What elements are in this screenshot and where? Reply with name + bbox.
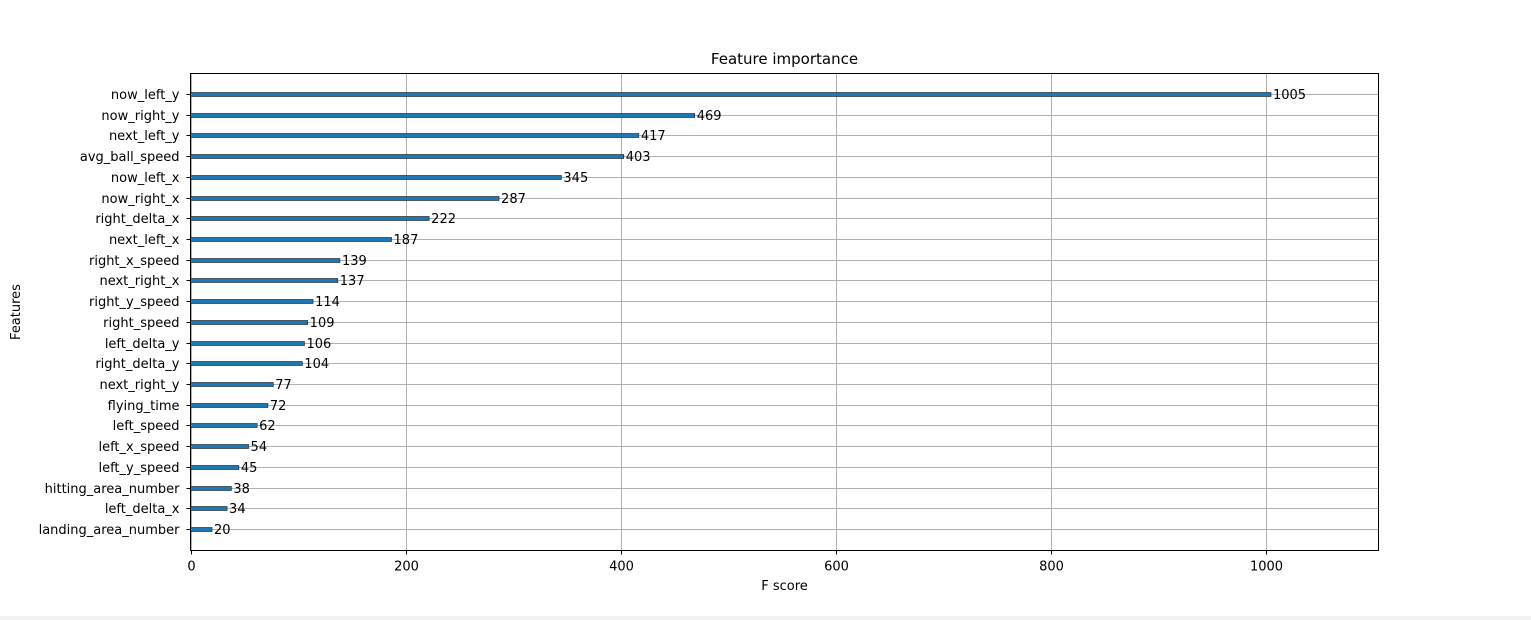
x-axis-label: F score	[761, 579, 808, 594]
bar-avg_ball_speed	[190, 154, 625, 159]
grid-lines	[190, 73, 1379, 551]
y-tick-label-right_y_speed: right_y_speed	[89, 295, 180, 310]
y-tick-label-hitting_area_number: hitting_area_number	[45, 482, 181, 497]
y-tick-label-now_left_y: now_left_y	[111, 88, 180, 103]
y-tick-label-left_y_speed: left_y_speed	[98, 461, 179, 476]
bar-next_right_y	[190, 382, 274, 387]
value-label-now_right_y: 469	[697, 109, 722, 124]
y-tick-labels: now_left_y now_right_y next_left_y avg_ball…	[39, 88, 191, 538]
bar-right_delta_x	[190, 216, 430, 221]
y-tick-label-next_right_y: next_right_y	[99, 378, 179, 393]
value-label-left_speed: 62	[259, 419, 276, 434]
value-label-left_delta_x: 34	[229, 502, 246, 517]
chart-title: Feature importance	[711, 50, 858, 68]
value-label-avg_ball_speed: 403	[626, 150, 651, 165]
bar-right_speed	[190, 320, 308, 325]
bar-left_speed	[190, 423, 258, 428]
value-label-right_y_speed: 114	[315, 295, 340, 310]
x-tick-label: 800	[1039, 560, 1064, 575]
y-tick-label-next_left_x: next_left_x	[109, 233, 180, 248]
y-tick-label-next_left_y: next_left_y	[109, 129, 180, 144]
plot-frame	[190, 73, 1379, 551]
bar-right_delta_y	[190, 361, 303, 366]
bar-hitting_area_number	[190, 486, 232, 491]
bar-left_y_speed	[190, 465, 240, 470]
bar-right_y_speed	[190, 299, 314, 304]
value-label-right_delta_y: 104	[304, 357, 329, 372]
value-label-next_left_x: 187	[394, 233, 419, 248]
value-label-left_x_speed: 54	[251, 440, 268, 455]
y-tick-label-left_speed: left_speed	[113, 419, 180, 434]
y-tick-label-left_delta_y: left_delta_y	[105, 337, 180, 352]
y-tick-label-right_x_speed: right_x_speed	[89, 254, 180, 269]
y-tick-label-next_right_x: next_right_x	[99, 274, 179, 289]
value-label-left_delta_y: 106	[306, 337, 331, 352]
value-label-flying_time: 72	[270, 399, 287, 414]
bar-landing_area_number	[190, 527, 213, 532]
y-tick-label-avg_ball_speed: avg_ball_speed	[80, 150, 180, 165]
y-tick-label-now_right_y: now_right_y	[101, 109, 179, 124]
value-label-next_right_x: 137	[340, 274, 365, 289]
value-label-landing_area_number: 20	[214, 523, 231, 538]
value-label-left_y_speed: 45	[241, 461, 258, 476]
y-tick-label-right_delta_x: right_delta_x	[95, 212, 179, 227]
value-label-now_left_x: 345	[563, 171, 588, 186]
value-label-next_left_y: 417	[641, 129, 666, 144]
y-tick-label-flying_time: flying_time	[108, 399, 180, 414]
bar-now_right_x	[190, 196, 500, 201]
value-label-now_right_x: 287	[501, 192, 526, 207]
bar-next_left_y	[190, 133, 640, 138]
x-tick-label: 600	[824, 560, 849, 575]
y-tick-label-right_speed: right_speed	[103, 316, 179, 331]
value-label-next_right_y: 77	[275, 378, 292, 393]
bar-left_delta_x	[190, 506, 228, 511]
y-tick-label-landing_area_number: landing_area_number	[39, 523, 181, 538]
bar-flying_time	[190, 403, 269, 408]
x-tick-label: 0	[187, 560, 195, 575]
y-axis-label: Features	[9, 284, 24, 340]
value-label-right_delta_x: 222	[431, 212, 456, 227]
bar-next_left_x	[190, 237, 392, 242]
bar-left_delta_y	[190, 341, 305, 346]
x-tick-label: 1000	[1250, 560, 1283, 575]
bar-now_left_x	[190, 175, 562, 180]
bar-next_right_x	[190, 278, 339, 283]
x-tick-label: 400	[609, 560, 634, 575]
bar-now_right_y	[190, 113, 696, 118]
bottom-strip	[0, 616, 1531, 620]
x-tick-label: 200	[394, 560, 419, 575]
value-label-right_x_speed: 139	[342, 254, 367, 269]
y-tick-label-right_delta_y: right_delta_y	[95, 357, 179, 372]
bars	[190, 92, 1272, 532]
x-tick-labels: 0 200 400 600 800 1000	[187, 550, 1283, 575]
value-label-right_speed: 109	[310, 316, 335, 331]
y-tick-label-now_left_x: now_left_x	[111, 171, 180, 186]
bar-right_x_speed	[190, 258, 341, 263]
bar-left_x_speed	[190, 444, 249, 449]
y-tick-label-left_delta_x: left_delta_x	[105, 502, 180, 517]
y-tick-label-now_right_x: now_right_x	[101, 192, 179, 207]
value-label-now_left_y: 1005	[1273, 88, 1306, 103]
y-tick-label-left_x_speed: left_x_speed	[98, 440, 179, 455]
value-label-hitting_area_number: 38	[233, 482, 250, 497]
bar-now_left_y	[190, 92, 1272, 97]
